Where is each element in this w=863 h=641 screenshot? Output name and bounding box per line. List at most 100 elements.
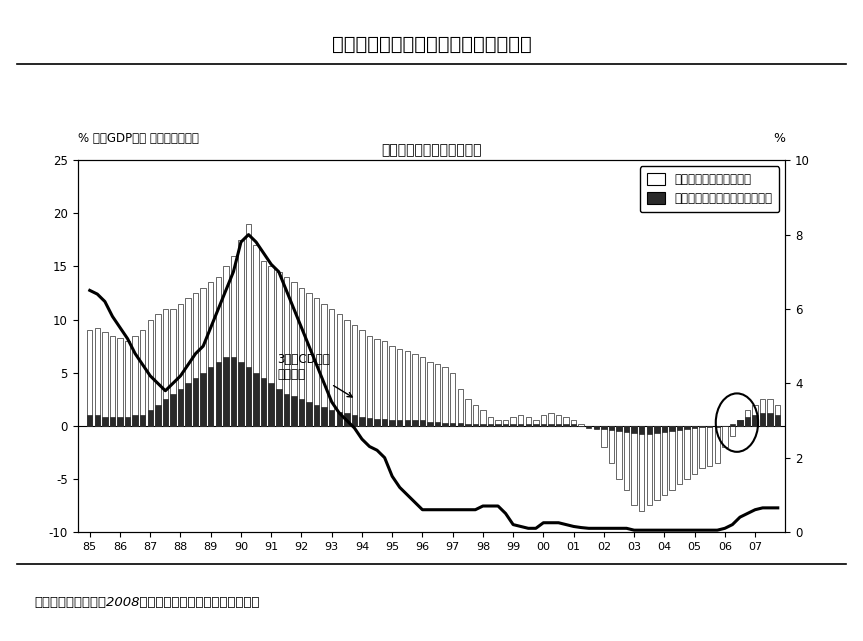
Bar xyxy=(684,426,690,479)
Bar xyxy=(186,383,191,426)
Bar xyxy=(526,417,531,426)
Legend: 从银行借入贷款（左轴）, 从资本市场募集的资金（左轴）: 从银行借入贷款（左轴）, 从资本市场募集的资金（左轴） xyxy=(640,166,779,212)
Bar xyxy=(389,420,395,426)
Bar xyxy=(337,412,342,426)
Bar xyxy=(435,364,440,426)
Bar xyxy=(730,424,735,426)
Bar xyxy=(541,424,546,426)
Bar xyxy=(457,422,463,426)
Bar xyxy=(533,424,539,426)
Bar xyxy=(465,399,470,426)
Bar xyxy=(148,410,153,426)
Text: %: % xyxy=(773,133,785,146)
Bar xyxy=(102,332,108,426)
Bar xyxy=(548,424,554,426)
Bar xyxy=(413,420,418,426)
Bar xyxy=(170,394,176,426)
Bar xyxy=(427,422,432,426)
Bar xyxy=(571,420,576,426)
Bar xyxy=(443,422,448,426)
Bar xyxy=(616,426,621,431)
Bar xyxy=(155,404,161,426)
Bar xyxy=(140,415,145,426)
Bar xyxy=(639,426,645,435)
Bar xyxy=(669,426,675,431)
Bar xyxy=(337,314,342,426)
Bar xyxy=(639,426,645,511)
Bar xyxy=(541,415,546,426)
Bar xyxy=(186,298,191,426)
Bar xyxy=(382,341,387,426)
Bar xyxy=(291,283,297,426)
Bar xyxy=(117,417,123,426)
Bar xyxy=(775,415,780,426)
Bar xyxy=(284,277,289,426)
Bar xyxy=(125,417,130,426)
Bar xyxy=(730,426,735,437)
Bar xyxy=(140,330,145,426)
Bar xyxy=(760,399,765,426)
Bar xyxy=(427,362,432,426)
Bar xyxy=(413,354,418,426)
Bar xyxy=(533,420,539,426)
Bar xyxy=(375,419,380,426)
Bar xyxy=(261,261,267,426)
Bar xyxy=(767,399,773,426)
Bar xyxy=(254,372,259,426)
Bar xyxy=(586,426,591,428)
Bar xyxy=(707,426,713,427)
Bar xyxy=(276,272,281,426)
Bar xyxy=(443,367,448,426)
Bar xyxy=(351,325,357,426)
Bar xyxy=(230,256,236,426)
Bar xyxy=(321,304,327,426)
Bar xyxy=(767,413,773,426)
Bar xyxy=(276,388,281,426)
Bar xyxy=(268,383,274,426)
Bar xyxy=(405,351,410,426)
Bar xyxy=(87,330,92,426)
Bar xyxy=(450,372,456,426)
Bar xyxy=(306,403,312,426)
Bar xyxy=(95,415,100,426)
Bar xyxy=(480,410,486,426)
Bar xyxy=(692,426,697,428)
Bar xyxy=(216,277,221,426)
Bar xyxy=(737,420,743,426)
Bar xyxy=(488,424,493,426)
Bar xyxy=(510,424,516,426)
Bar xyxy=(246,367,251,426)
Bar xyxy=(646,426,652,506)
Bar xyxy=(654,426,659,433)
Bar xyxy=(389,346,395,426)
Bar xyxy=(419,420,425,426)
Bar xyxy=(344,413,350,426)
Bar xyxy=(707,426,713,466)
Bar xyxy=(753,415,758,426)
Bar xyxy=(556,424,561,426)
Bar xyxy=(216,362,221,426)
Bar xyxy=(382,419,387,426)
Text: % 名义GDP比率 四季度合算变化: % 名义GDP比率 四季度合算变化 xyxy=(78,133,198,146)
Bar xyxy=(314,404,319,426)
Bar xyxy=(548,413,554,426)
Bar xyxy=(632,426,637,433)
Bar xyxy=(646,426,652,435)
Bar xyxy=(178,388,183,426)
Bar xyxy=(594,426,599,429)
Title: 非金融企业部门的资金募集: 非金融企业部门的资金募集 xyxy=(381,144,482,158)
Bar xyxy=(745,417,750,426)
Bar xyxy=(132,335,138,426)
Bar xyxy=(677,426,683,430)
Text: 3月期CD利率
（右轴）: 3月期CD利率 （右轴） xyxy=(277,353,352,397)
Bar xyxy=(110,417,115,426)
Bar xyxy=(450,422,456,426)
Bar xyxy=(299,399,304,426)
Bar xyxy=(367,419,372,426)
Bar xyxy=(745,410,750,426)
Bar xyxy=(699,426,705,469)
Bar xyxy=(503,420,508,426)
Bar xyxy=(397,349,402,426)
Bar xyxy=(224,357,229,426)
Bar xyxy=(594,426,599,428)
